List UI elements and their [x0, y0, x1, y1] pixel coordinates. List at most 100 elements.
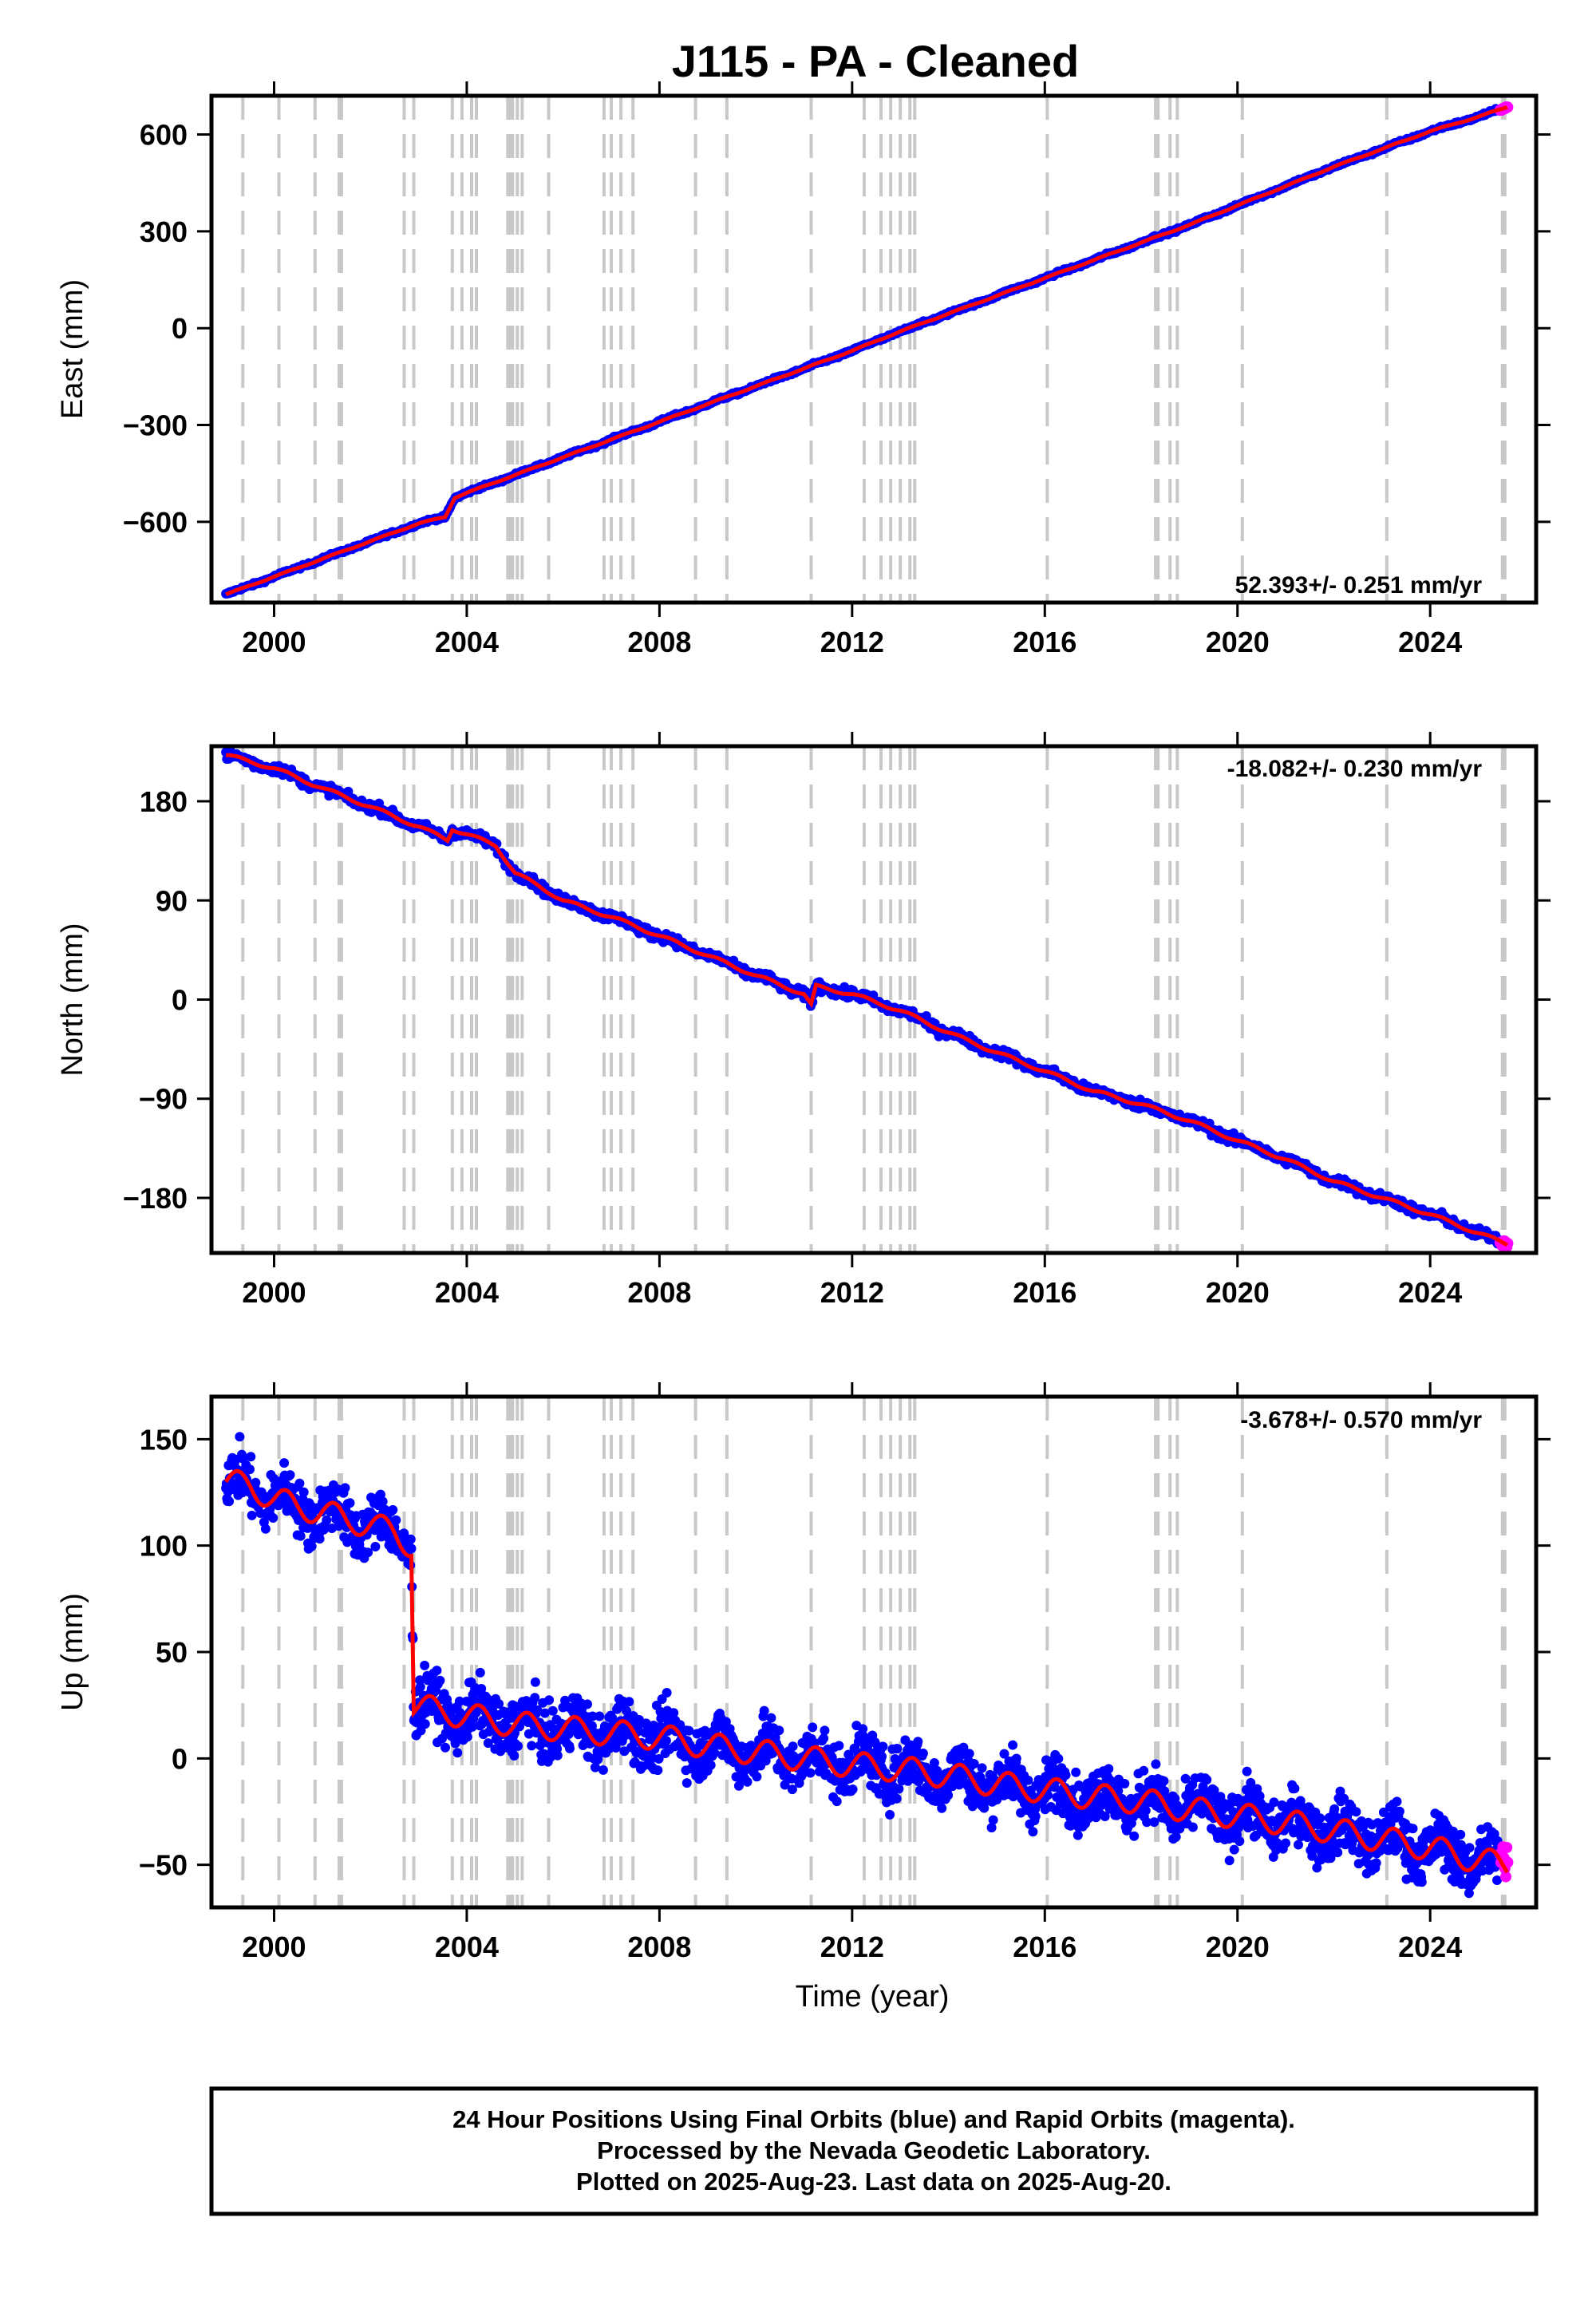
east-x-tick-label: 2020	[1206, 626, 1270, 658]
east-model-line	[224, 105, 1508, 597]
east-plot-frame	[209, 93, 1539, 605]
north-y-tick-label: −90	[139, 1083, 188, 1116]
north-rate-label: -18.082+/- 0.230 mm/yr	[1227, 756, 1483, 782]
up-final-point	[1120, 1779, 1130, 1788]
up-final-point	[774, 1725, 784, 1736]
north-x-tick-label: 2000	[242, 1276, 306, 1309]
up-final-point	[847, 1784, 858, 1794]
north-y-tick-label: −180	[123, 1182, 188, 1215]
up-final-point	[885, 1809, 895, 1820]
up-final-point	[377, 1496, 388, 1507]
up-final-point	[877, 1752, 887, 1761]
up-final-point	[247, 1510, 257, 1520]
up-final-point	[322, 1515, 332, 1525]
east-y-tick-label: 600	[140, 119, 188, 152]
north-x-tick-label: 2012	[820, 1276, 884, 1309]
east-y-tick-label: −300	[123, 409, 188, 442]
up-final-point	[1071, 1767, 1081, 1777]
up-final-point	[224, 1496, 235, 1507]
up-final-point	[1159, 1776, 1169, 1786]
up-final-point	[752, 1772, 762, 1782]
up-final-point	[340, 1483, 350, 1493]
up-final-point	[977, 1763, 987, 1773]
up-final-point	[653, 1765, 663, 1776]
up-final-point	[235, 1432, 245, 1442]
up-final-point	[964, 1749, 974, 1759]
up-final-point	[314, 1534, 325, 1544]
up-final-point	[415, 1682, 425, 1692]
east-panel: 2000 2004 2008 2012 2016 2020 2024−600−3000300…	[56, 81, 1551, 658]
east-x-tick-label: 2008	[627, 626, 691, 658]
up-final-point	[878, 1741, 888, 1752]
up-final-point	[988, 1815, 998, 1825]
up-final-point	[1315, 1813, 1325, 1824]
up-final-point	[1290, 1784, 1300, 1793]
up-final-point	[1104, 1764, 1114, 1774]
up-final-point	[788, 1741, 798, 1752]
east-y-tick-label: 300	[140, 215, 188, 248]
north-x-tick-label: 2024	[1398, 1276, 1462, 1309]
up-final-point	[420, 1719, 430, 1729]
up-final-point	[279, 1458, 290, 1468]
up-final-point	[306, 1541, 317, 1551]
up-final-point	[405, 1534, 416, 1544]
up-final-point	[452, 1748, 463, 1758]
up-final-point	[547, 1705, 558, 1716]
north-x-tick-label: 2004	[435, 1276, 499, 1309]
up-final-point	[913, 1737, 923, 1747]
up-final-point	[624, 1697, 634, 1707]
east-x-tick-label: 2004	[435, 626, 499, 658]
up-final-point	[432, 1666, 442, 1676]
up-final-point	[268, 1513, 279, 1523]
up-final-point	[766, 1713, 776, 1723]
up-final-point	[530, 1677, 540, 1687]
up-final-point	[891, 1793, 902, 1804]
up-final-point	[406, 1543, 417, 1554]
up-final-point	[251, 1477, 261, 1488]
north-x-tick-label: 2020	[1206, 1276, 1270, 1309]
up-final-point	[530, 1693, 540, 1703]
north-y-axis-label: North (mm)	[56, 923, 89, 1076]
up-final-point	[1073, 1830, 1083, 1840]
up-final-point	[598, 1765, 608, 1775]
up-final-point	[370, 1542, 381, 1551]
up-final-point	[1129, 1831, 1140, 1841]
up-final-point	[509, 1751, 519, 1761]
up-final-point	[1061, 1770, 1071, 1780]
up-final-point	[1171, 1832, 1181, 1842]
up-final-point	[1151, 1759, 1161, 1769]
up-final-point	[345, 1498, 355, 1508]
up-final-point	[805, 1768, 816, 1778]
up-final-point	[435, 1675, 445, 1686]
up-final-point	[1053, 1753, 1064, 1764]
up-final-point	[661, 1736, 671, 1746]
up-final-point	[298, 1487, 309, 1497]
east-y-tick-label: 0	[172, 312, 188, 345]
up-final-point	[1329, 1804, 1340, 1814]
north-axis-ticks: 2000 2004 2008 2012 2016 2020 2024−180−9009018…	[123, 732, 1551, 1309]
up-final-point	[742, 1777, 753, 1787]
up-final-point	[1139, 1765, 1149, 1776]
up-final-point	[1023, 1775, 1033, 1785]
north-y-tick-label: 180	[140, 785, 188, 818]
up-final-point	[759, 1705, 769, 1716]
up-final-point	[246, 1452, 256, 1462]
up-final-point	[388, 1504, 398, 1515]
north-y-tick-label: 0	[172, 984, 188, 1017]
up-final-point	[565, 1743, 575, 1753]
north-x-tick-label: 2016	[1013, 1276, 1077, 1309]
up-final-point	[420, 1660, 430, 1670]
up-final-point	[1028, 1827, 1038, 1837]
up-final-point	[681, 1778, 692, 1788]
up-final-point	[820, 1725, 830, 1736]
up-final-point	[662, 1688, 672, 1697]
up-final-point	[1187, 1822, 1198, 1832]
east-x-tick-label: 2000	[242, 626, 306, 658]
north-y-tick-label: 90	[156, 884, 188, 917]
up-final-point	[295, 1531, 306, 1541]
up-final-point	[260, 1524, 271, 1534]
up-final-point	[937, 1803, 947, 1813]
up-final-point	[595, 1711, 605, 1721]
up-final-point	[527, 1741, 537, 1751]
